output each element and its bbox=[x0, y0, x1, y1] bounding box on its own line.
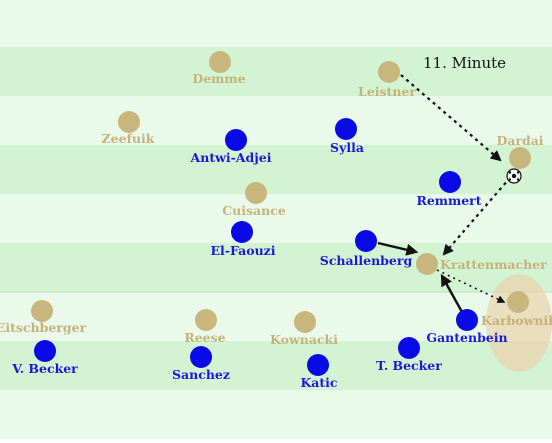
player-reese bbox=[195, 309, 217, 331]
label-katic: Katic bbox=[300, 375, 337, 390]
player-el-faouzi bbox=[231, 221, 253, 243]
label-remmert: Remmert bbox=[416, 193, 481, 208]
player-schallenberg bbox=[355, 230, 377, 252]
player-zeefuik bbox=[118, 111, 140, 133]
player-v-becker bbox=[34, 340, 56, 362]
player-kownacki bbox=[294, 311, 316, 333]
player-eitschberger bbox=[31, 300, 53, 322]
gold-team bbox=[31, 51, 531, 333]
player-katic bbox=[307, 354, 329, 376]
label-eitschberger: Eitschberger bbox=[0, 320, 87, 335]
arrow-schallenberg-press bbox=[377, 241, 419, 256]
label-gantenbein: Gantenbein bbox=[426, 330, 507, 345]
player-cuisance bbox=[245, 182, 267, 204]
player-t-becker bbox=[398, 337, 420, 359]
label-v-becker: V. Becker bbox=[11, 361, 78, 376]
player-karbownik bbox=[507, 291, 529, 313]
player-krattenmacher bbox=[416, 253, 438, 275]
label-antwi-adjei: Antwi-Adjei bbox=[190, 150, 272, 165]
label-el-faouzi: El-Faouzi bbox=[210, 243, 275, 258]
player-antwi-adjei bbox=[225, 129, 247, 151]
ball-icon bbox=[506, 168, 522, 184]
label-dardai: Dardai bbox=[496, 133, 543, 148]
blue-team bbox=[34, 118, 478, 376]
label-cuisance: Cuisance bbox=[222, 203, 286, 218]
label-kownacki: Kownacki bbox=[270, 332, 338, 347]
label-sanchez: Sanchez bbox=[172, 367, 230, 382]
label-karbownik: Karbownik bbox=[481, 313, 552, 328]
label-zeefuik: Zeefuik bbox=[102, 131, 155, 146]
label-sylla: Sylla bbox=[330, 140, 364, 155]
label-demme: Demme bbox=[192, 71, 245, 86]
player-sylla bbox=[335, 118, 357, 140]
player-dardai bbox=[509, 147, 531, 169]
player-sanchez bbox=[190, 346, 212, 368]
minute-caption: 11. Minute bbox=[423, 54, 506, 72]
label-t-becker: T. Becker bbox=[376, 358, 442, 373]
label-schallenberg: Schallenberg bbox=[320, 253, 413, 268]
label-leistner: Leistner bbox=[358, 84, 416, 99]
player-gantenbein bbox=[456, 309, 478, 331]
player-leistner bbox=[378, 61, 400, 83]
label-reese: Reese bbox=[184, 330, 225, 345]
player-remmert bbox=[439, 171, 461, 193]
label-krattenmacher: Krattenmacher bbox=[440, 257, 547, 272]
player-demme bbox=[209, 51, 231, 73]
arrow-leistner-to-ball bbox=[400, 74, 502, 162]
arrow-gantenbein-press bbox=[440, 273, 464, 313]
